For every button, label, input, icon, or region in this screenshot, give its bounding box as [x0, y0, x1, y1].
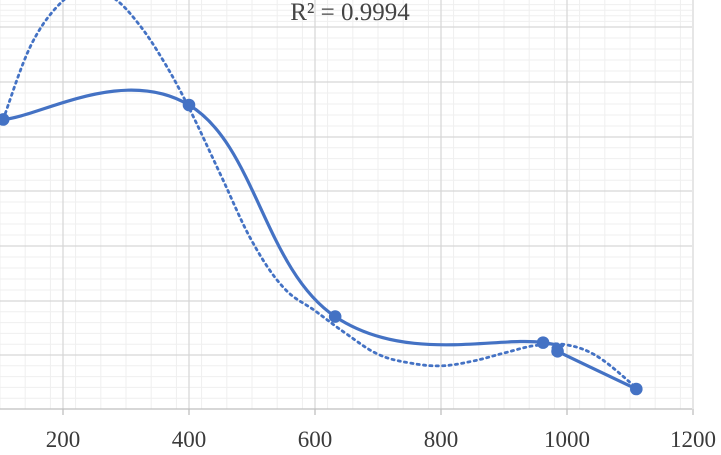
major-gridlines [0, 0, 694, 409]
minor-gridlines [0, 0, 692, 409]
x-tick-label: 200 [46, 427, 81, 452]
x-tick-label: 1000 [544, 427, 590, 452]
data-point-marker [630, 382, 643, 396]
x-axis [0, 408, 694, 415]
trendline-path [1, 0, 638, 390]
trendline-group [1, 0, 638, 390]
data-point-marker [0, 113, 10, 126]
data-point-marker [182, 98, 196, 112]
r-squared-label: R² = 0.9994 [290, 0, 410, 26]
x-tick-label: 800 [424, 427, 459, 452]
x-tick-labels: 200 400 600 800 1000 1200 [46, 427, 716, 452]
data-point-marker [328, 310, 342, 323]
x-tick-label: 1200 [670, 427, 716, 452]
x-tick-label: 400 [172, 427, 207, 452]
x-tick-label: 600 [298, 427, 333, 452]
marker-group [0, 98, 643, 396]
data-point-marker [536, 336, 550, 349]
data-point-marker [551, 345, 564, 358]
